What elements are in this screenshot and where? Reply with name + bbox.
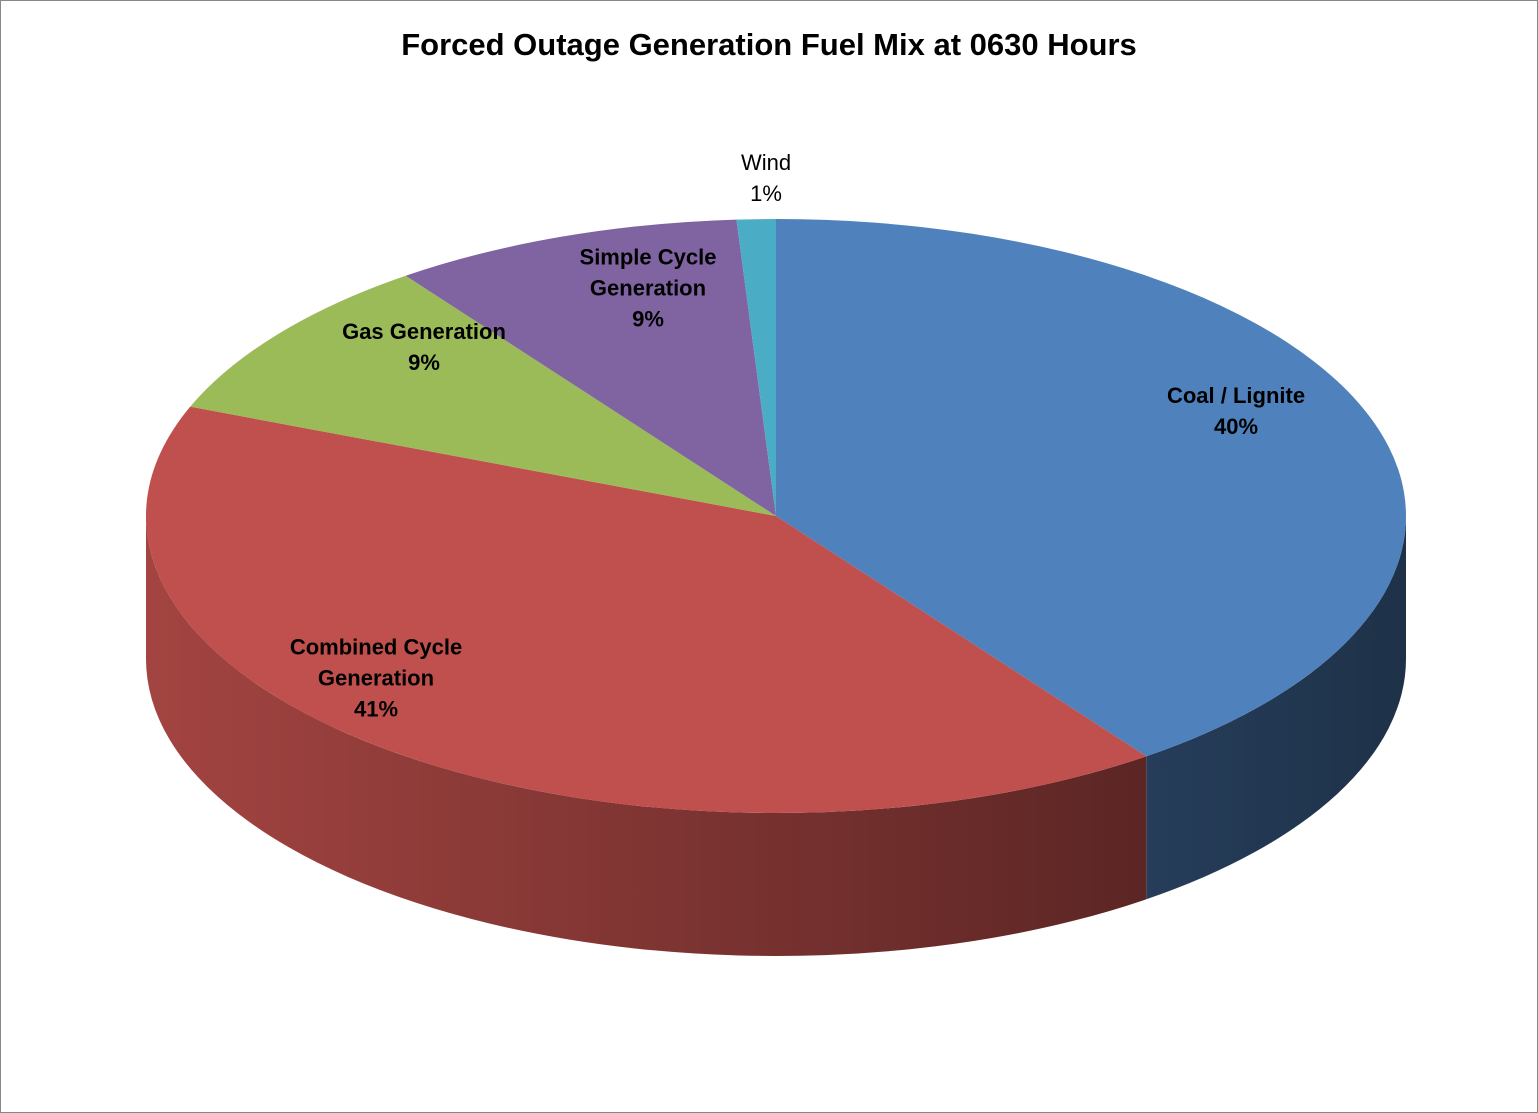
pie-slice (736, 219, 776, 516)
slice-value: 1% (750, 181, 782, 206)
slice-name: Wind (740, 150, 792, 175)
slice-value: 9% (632, 306, 664, 332)
slice-name: Gas Generation (342, 319, 506, 344)
pie-slice (190, 275, 776, 516)
slice-value: 9% (408, 350, 440, 375)
pie-slice (145, 406, 1147, 814)
data-label: Simple Cycle Generation 9% (538, 242, 758, 335)
pie-slice (405, 219, 776, 516)
pie-slice-side (1146, 516, 1406, 900)
data-label: Coal / Lignite 40% (1126, 380, 1346, 442)
slice-name: Combined Cycle Generation (289, 634, 463, 691)
slice-name: Simple Cycle Generation (579, 244, 717, 301)
slice-name: Coal / Lignite (1166, 383, 1306, 408)
data-label: Gas Generation 9% (314, 316, 534, 378)
chart-title: Forced Outage Generation Fuel Mix at 063… (401, 27, 1137, 62)
slice-value: 41% (353, 696, 399, 722)
pie-slice-side (146, 516, 1147, 956)
slice-value: 40% (1213, 414, 1259, 439)
pie-slice (776, 219, 1407, 757)
data-label: Wind 1% (656, 147, 876, 209)
data-label: Combined Cycle Generation 41% (266, 632, 486, 725)
